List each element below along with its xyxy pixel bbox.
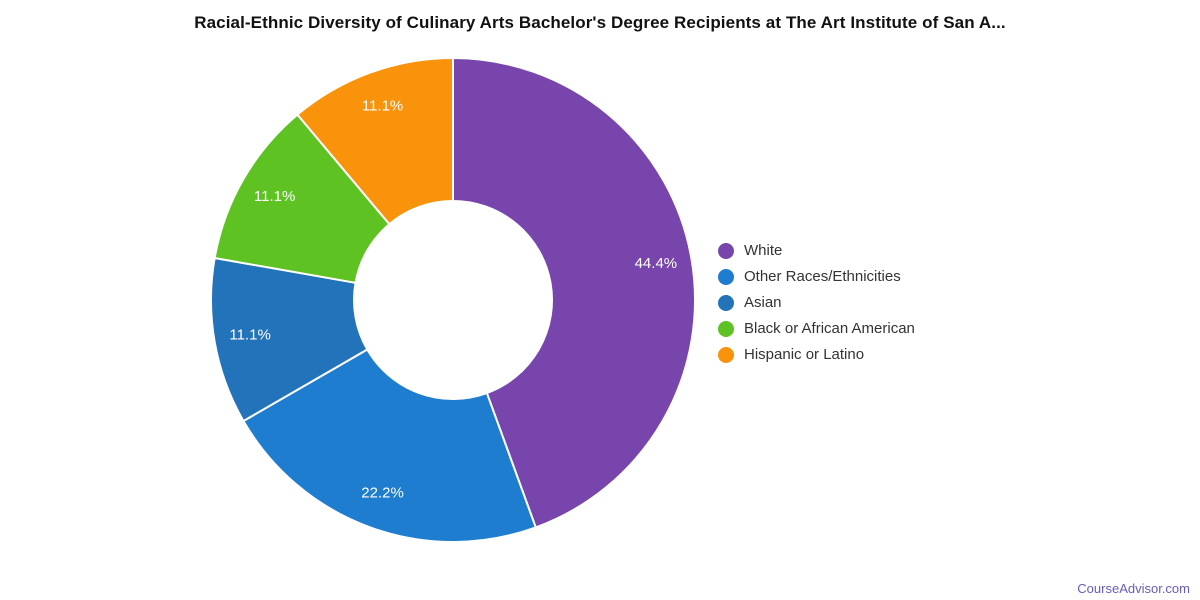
pie-slice-black-or-african-american[interactable]: [213, 113, 391, 284]
legend-item-black-or-african-american[interactable]: Black or African American: [718, 320, 915, 337]
pie-slice-white[interactable]: [452, 57, 696, 529]
pie-slice-hispanic-or-latino[interactable]: [296, 57, 454, 226]
slice-value-label: 11.1%: [254, 188, 295, 205]
legend-swatch-icon: [718, 346, 734, 363]
legend-label: White: [744, 242, 783, 259]
slice-value-label: 11.1%: [229, 327, 270, 344]
legend-swatch-icon: [718, 242, 734, 259]
legend-label: Black or African American: [744, 320, 915, 337]
legend: White Other Races/Ethnicities Asian Black o…: [718, 242, 915, 363]
slice-value-label: 44.4%: [635, 255, 678, 272]
legend-swatch-icon: [718, 268, 734, 285]
legend-label: Other Races/Ethnicities: [744, 268, 901, 285]
legend-item-other-races-ethnicities[interactable]: Other Races/Ethnicities: [718, 268, 915, 285]
pie-slice-other-races-ethnicities[interactable]: [242, 348, 537, 543]
slice-value-label: 22.2%: [361, 485, 404, 502]
legend-item-white[interactable]: White: [718, 242, 915, 259]
pie-slice-asian[interactable]: [210, 256, 369, 422]
slice-value-label: 11.1%: [362, 97, 403, 114]
legend-label: Hispanic or Latino: [744, 346, 865, 363]
legend-swatch-icon: [718, 294, 734, 311]
legend-item-hispanic-or-latino[interactable]: Hispanic or Latino: [718, 346, 915, 363]
chart-title: Racial-Ethnic Diversity of Culinary Arts…: [194, 13, 1006, 32]
legend-swatch-icon: [718, 320, 734, 337]
attribution-link[interactable]: CourseAdvisor.com: [1077, 581, 1190, 596]
legend-label: Asian: [744, 294, 782, 311]
legend-item-asian[interactable]: Asian: [718, 294, 915, 311]
